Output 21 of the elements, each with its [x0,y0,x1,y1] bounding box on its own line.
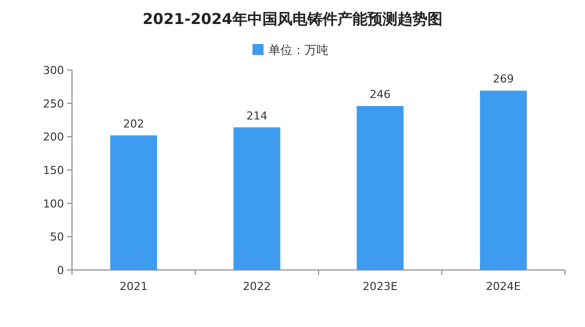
y-tick-label: 200 [43,130,64,144]
y-tick-label: 300 [43,64,64,77]
y-tick-label: 100 [43,197,64,210]
bar [233,127,280,270]
legend-label: 单位：万吨 [268,43,328,57]
y-tick-label: 0 [57,264,64,277]
bar [110,135,158,270]
y-tick-label: 150 [43,164,64,177]
chart-title: 2021-2024年中国风电铸件产能预测趋势图 [142,10,442,28]
x-tick-label: 2024E [486,280,521,293]
data-label: 269 [492,72,514,86]
y-tick-label: 50 [50,230,64,244]
y-tick-label: 250 [43,97,64,110]
data-label: 246 [370,88,391,101]
bar [480,90,527,270]
bar [356,106,404,270]
x-tick-label: 2021 [120,280,148,293]
x-tick-label: 2023E [362,280,398,293]
data-label: 214 [246,109,268,122]
data-label: 202 [123,117,144,130]
x-tick-label: 2022 [242,280,271,293]
